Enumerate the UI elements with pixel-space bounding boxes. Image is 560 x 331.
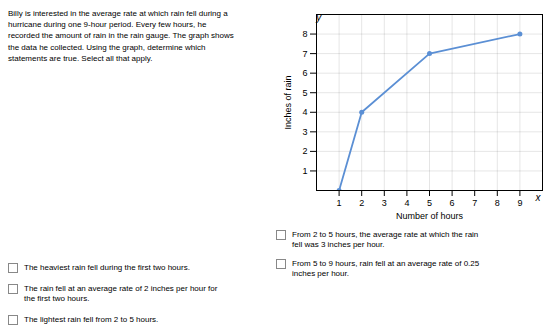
svg-text:8: 8: [302, 29, 307, 39]
svg-text:3: 3: [382, 198, 387, 208]
html-text:The heaviest rain fell during: The heaviest rain fell during the first …: [24, 263, 190, 273]
svg-text:Inches of rain: Inches of rain: [283, 75, 293, 129]
svg-text:6: 6: [450, 198, 455, 208]
svg-text:8: 8: [495, 198, 500, 208]
svg-text:4: 4: [404, 198, 409, 208]
html-text:Billy is interested in the ave: Billy is interested in the average rate …: [8, 9, 234, 63]
svg-text:2: 2: [302, 146, 307, 156]
svg-text:4: 4: [302, 107, 307, 117]
svg-text:2: 2: [359, 198, 364, 208]
svg-text:x: x: [534, 192, 541, 203]
svg-text:3: 3: [302, 127, 307, 137]
html-text:From 2 to 5 hours, the average: From 2 to 5 hours, the average rate at w…: [292, 230, 479, 250]
html-text:From 5 to 9 hours, rain fell a: From 5 to 9 hours, rain fell at an avera…: [292, 258, 480, 279]
svg-text:5: 5: [302, 88, 307, 98]
svg-text:6: 6: [302, 68, 307, 78]
html-text:The rain fell at an average ra: The rain fell at an average rate of 2 in…: [24, 283, 218, 304]
html-text:The lightest rain fell from 2: The lightest rain fell from 2 to 5 hours…: [24, 314, 159, 324]
svg-text:9: 9: [517, 198, 522, 208]
svg-text:1: 1: [337, 198, 342, 208]
svg-text:Number of hours: Number of hours: [396, 211, 464, 221]
svg-text:7: 7: [302, 48, 307, 58]
svg-text:y: y: [315, 12, 322, 23]
svg-text:7: 7: [472, 198, 477, 208]
svg-text:5: 5: [427, 198, 432, 208]
svg-text:1: 1: [302, 166, 307, 176]
